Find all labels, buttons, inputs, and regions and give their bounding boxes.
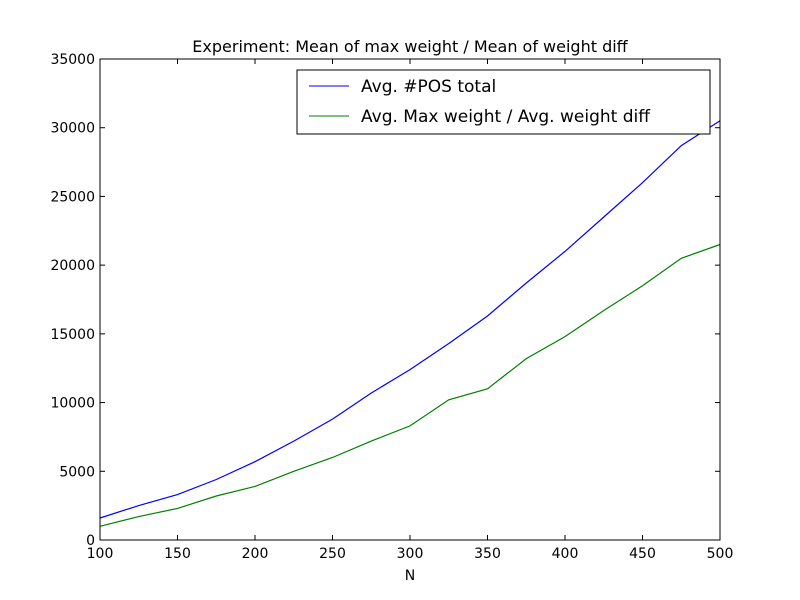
x-tick-label: 400	[552, 546, 579, 562]
legend-label-max-weight-ratio: Avg. Max weight / Avg. weight diff	[361, 107, 651, 127]
y-tick-label: 10000	[50, 396, 95, 412]
x-tick-label: 100	[87, 546, 114, 562]
x-tick-label: 300	[397, 546, 424, 562]
x-tick-label: 450	[629, 546, 656, 562]
y-tick-label: 35000	[50, 52, 95, 68]
legend-label-pos-total: Avg. #POS total	[361, 77, 496, 97]
legend-box	[296, 69, 711, 135]
y-tick-label: 0	[86, 533, 95, 549]
x-tick-label: 200	[242, 546, 269, 562]
y-axis: 0 5000 10000 15000 20000 25000 30000 35000	[50, 52, 720, 549]
x-tick-label: 350	[474, 546, 501, 562]
series-line-0	[99, 120, 721, 519]
x-tick-label: 500	[707, 546, 734, 562]
y-tick-label: 5000	[59, 464, 95, 480]
series-line-1	[99, 243, 721, 527]
x-tick-label: 250	[319, 546, 346, 562]
x-axis-label: N	[405, 568, 415, 584]
x-axis: 100 150 200 250 300 350 400 450 500	[87, 59, 734, 562]
y-tick-label: 25000	[50, 189, 95, 205]
legend: Avg. #POS total Avg. Max weight / Avg. w…	[296, 69, 711, 135]
y-tick-label: 15000	[50, 327, 95, 343]
y-tick-label: 30000	[50, 121, 95, 137]
y-tick-label: 20000	[50, 258, 95, 274]
chart-title: Experiment: Mean of max weight / Mean of…	[192, 37, 628, 56]
plot-lines	[99, 120, 721, 527]
x-tick-label: 150	[164, 546, 191, 562]
